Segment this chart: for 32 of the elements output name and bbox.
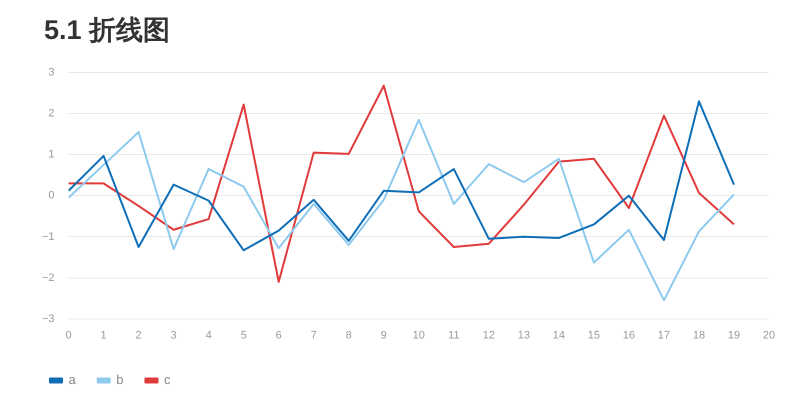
legend-label: b: [116, 372, 124, 388]
x-tick-label: 13: [518, 329, 530, 342]
x-tick-label: 1: [100, 329, 107, 342]
x-tick-label: 2: [136, 329, 142, 342]
y-tick-label: −1: [42, 230, 55, 243]
legend-label: a: [68, 372, 76, 388]
x-tick-label: 0: [65, 329, 72, 342]
legend-label: c: [164, 372, 171, 388]
chart-title: 5.1 折线图: [43, 14, 172, 47]
x-tick-label: 9: [380, 329, 387, 342]
x-tick-label: 7: [310, 329, 317, 342]
x-tick-label: 17: [658, 329, 670, 342]
y-tick-label: 1: [48, 148, 55, 161]
x-tick-label: 15: [588, 329, 600, 342]
y-tick-label: 2: [48, 108, 55, 120]
y-tick-label: 0: [48, 190, 55, 202]
y-tick-label: −3: [42, 312, 55, 325]
y-tick-label: −2: [42, 272, 55, 284]
x-tick-label: 10: [412, 329, 425, 342]
x-tick-label: 11: [448, 329, 460, 342]
x-tick-label: 14: [552, 329, 565, 342]
x-tick-label: 6: [276, 329, 282, 342]
x-tick-label: 3: [170, 329, 177, 342]
x-tick-label: 20: [762, 329, 776, 342]
y-tick-label: 3: [48, 66, 55, 79]
x-tick-label: 19: [728, 329, 740, 342]
x-tick-label: 8: [346, 329, 352, 342]
x-tick-label: 4: [206, 329, 212, 342]
x-tick-label: 5: [240, 329, 247, 342]
x-tick-label: 12: [482, 329, 495, 342]
x-tick-label: 16: [622, 329, 636, 342]
x-tick-label: 18: [692, 329, 706, 342]
